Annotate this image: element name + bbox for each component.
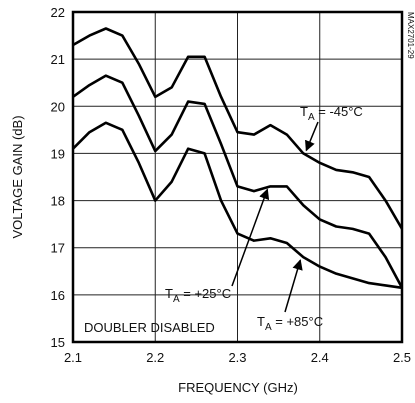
x-tick-label: 2.4 (311, 350, 329, 365)
y-tick-label: 17 (51, 241, 65, 256)
x-tick-label: 2.5 (393, 350, 411, 365)
line-series (72, 27, 404, 230)
legend-label: TA = +85°C (257, 314, 323, 333)
y-axis-label: VOLTAGE GAIN (dB) (10, 115, 25, 238)
line-series (72, 121, 403, 290)
legend-label: TA = -45°C (300, 104, 363, 123)
legend-label: TA = +25°C (165, 286, 231, 305)
arrow (305, 121, 319, 152)
arrow (284, 259, 303, 313)
annotation: MAX2701-29 (406, 12, 415, 59)
x-tick-label: 2.2 (146, 350, 164, 365)
y-tick-label: 19 (51, 146, 65, 161)
y-tick-label: 22 (51, 5, 65, 20)
y-tick-label: 20 (51, 99, 65, 114)
x-axis-label: FREQUENCY (GHz) (178, 380, 298, 395)
arrow (231, 188, 270, 287)
y-tick-label: 18 (51, 194, 65, 209)
y-tick-label: 21 (51, 52, 65, 67)
annotation: DOUBLER DISABLED (84, 320, 215, 335)
line-series (72, 74, 404, 289)
y-tick-label: 15 (51, 335, 65, 350)
plot-frame (71, 10, 404, 344)
x-tick-label: 2.1 (64, 350, 82, 365)
y-tick-label: 16 (51, 288, 65, 303)
x-tick-label: 2.3 (228, 350, 246, 365)
